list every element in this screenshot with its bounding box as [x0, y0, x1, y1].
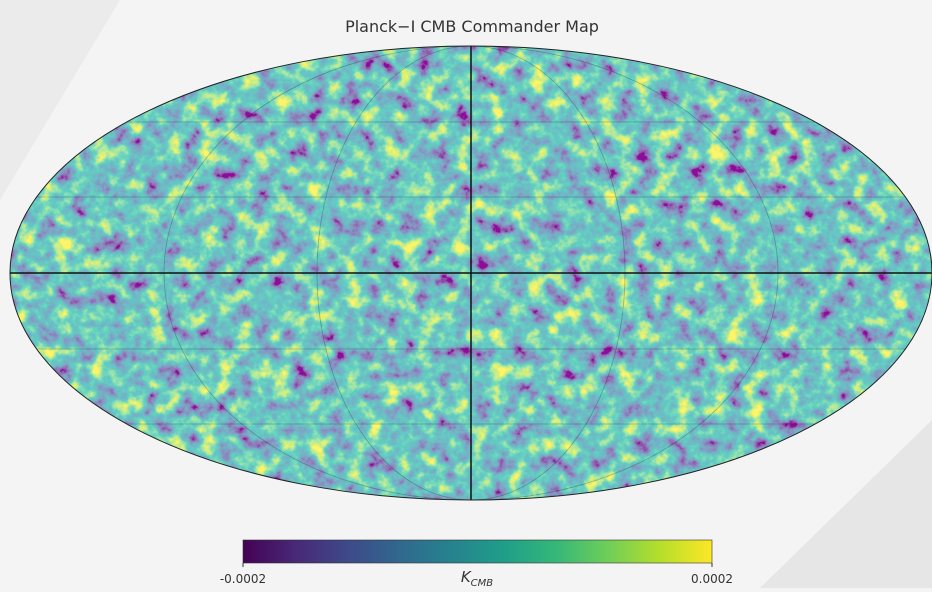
colorbar-unit: KCMB: [461, 568, 493, 588]
colorbar-tick-label: -0.0002: [220, 572, 266, 586]
unit-subscript: CMB: [471, 578, 494, 588]
colorbar: [243, 540, 712, 563]
map-title: Planck−I CMB Commander Map: [345, 17, 599, 36]
page: Planck−I CMB Commander Map KCMB -0.0002 0…: [0, 0, 932, 588]
sky-map-figure: Planck−I CMB Commander Map KCMB -0.0002 0…: [0, 0, 932, 588]
colorbar-tick-label: 0.0002: [691, 572, 733, 586]
sky-map: [10, 46, 932, 500]
background-shape: [760, 420, 932, 588]
